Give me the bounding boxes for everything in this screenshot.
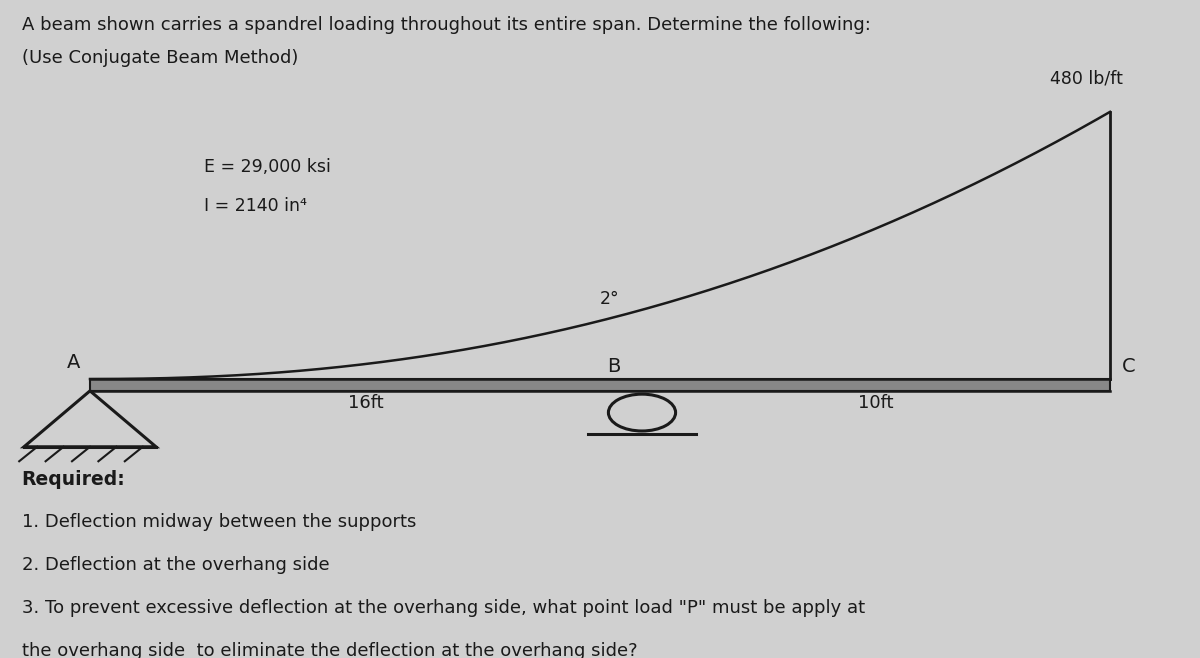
Polygon shape xyxy=(90,379,1110,391)
Text: Required:: Required: xyxy=(22,470,125,490)
Text: A beam shown carries a spandrel loading throughout its entire span. Determine th: A beam shown carries a spandrel loading … xyxy=(22,16,870,34)
Text: (Use Conjugate Beam Method): (Use Conjugate Beam Method) xyxy=(22,49,298,67)
Text: B: B xyxy=(607,357,620,376)
Text: 480 lb/ft: 480 lb/ft xyxy=(1050,69,1123,87)
Text: 2°: 2° xyxy=(600,290,619,307)
Text: C: C xyxy=(1122,357,1135,376)
Text: 10ft: 10ft xyxy=(858,394,894,412)
Text: 2. Deflection at the overhang side: 2. Deflection at the overhang side xyxy=(22,556,329,574)
Text: the overhang side  to eliminate the deflection at the overhang side?: the overhang side to eliminate the defle… xyxy=(22,642,637,658)
Text: A: A xyxy=(67,353,80,372)
Text: 1. Deflection midway between the supports: 1. Deflection midway between the support… xyxy=(22,513,416,531)
Text: E = 29,000 ksi: E = 29,000 ksi xyxy=(204,158,331,176)
Text: 16ft: 16ft xyxy=(348,394,384,412)
Text: I = 2140 in⁴: I = 2140 in⁴ xyxy=(204,197,307,215)
Text: 3. To prevent excessive deflection at the overhang side, what point load "P" mus: 3. To prevent excessive deflection at th… xyxy=(22,599,865,617)
